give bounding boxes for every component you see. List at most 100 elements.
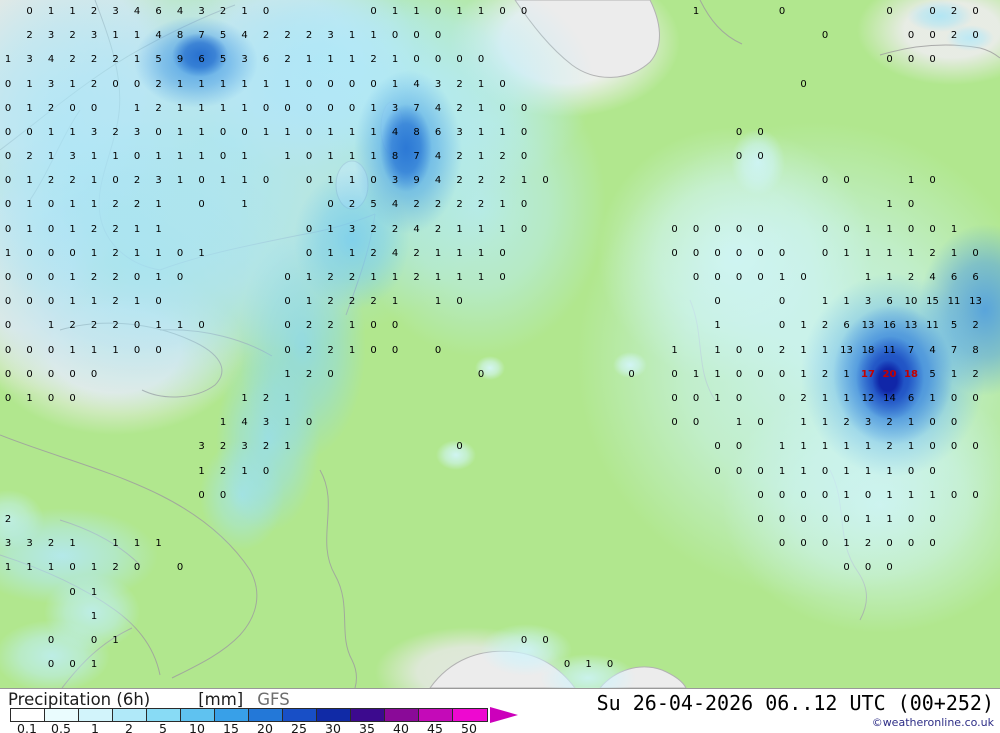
grid-value: 1 — [112, 151, 119, 162]
grid-value: 1 — [327, 127, 334, 138]
grid-value: 1 — [327, 224, 334, 235]
grid-value: 3 — [26, 54, 33, 65]
grid-value: 0 — [821, 514, 829, 525]
grid-value: 6 — [907, 393, 915, 404]
grid-value: 0 — [155, 296, 162, 307]
grid-value: 1 — [176, 79, 184, 90]
grid-value: 0 — [47, 345, 55, 356]
grid-value: 1 — [90, 611, 98, 622]
grid-value: 0 — [864, 490, 872, 501]
grid-value: 1 — [47, 6, 55, 17]
grid-value: 0 — [4, 79, 12, 90]
grid-value: 1 — [133, 30, 141, 41]
grid-value: 0 — [757, 272, 764, 283]
grid-value: 9 — [413, 175, 420, 186]
grid-value: 0 — [4, 151, 12, 162]
grid-value: 0 — [284, 320, 291, 331]
grid-value: 14 — [883, 393, 896, 404]
grid-value: 1 — [348, 54, 356, 65]
grid-value: 3 — [391, 175, 399, 186]
grid-value: 0 — [69, 369, 76, 380]
grid-value: 1 — [477, 79, 485, 90]
grid-value: 0 — [929, 441, 936, 452]
grid-value: 0 — [628, 369, 635, 380]
grid-value: 1 — [26, 103, 33, 114]
grid-value: 0 — [69, 562, 76, 573]
grid-value: 12 — [861, 393, 875, 404]
grid-value: 2 — [456, 199, 463, 210]
grid-value: 1 — [155, 272, 162, 283]
grid-value: 1 — [950, 224, 958, 235]
grid-value: 0 — [305, 417, 313, 428]
grid-value: 3 — [47, 79, 55, 90]
grid-value: 0 — [800, 490, 807, 501]
grid-value: 2 — [90, 6, 98, 17]
grid-value: 0 — [176, 562, 184, 573]
grid-value: 1 — [90, 587, 98, 598]
grid-value: 0 — [692, 417, 700, 428]
grid-value: 3 — [262, 417, 270, 428]
grid-value: 0 — [907, 30, 915, 41]
grid-value: 0 — [692, 393, 700, 404]
grid-value: 0 — [520, 103, 528, 114]
grid-value: 1 — [778, 466, 786, 477]
grid-value: 8 — [413, 127, 420, 138]
grid-value: 1 — [176, 127, 184, 138]
grid-value: 1 — [241, 79, 248, 90]
grid-value: 1 — [778, 441, 786, 452]
grid-value: 2 — [907, 272, 915, 283]
grid-value: 0 — [176, 272, 184, 283]
legend-model: GFS — [257, 690, 290, 709]
grid-value: 1 — [26, 224, 33, 235]
grid-value: 6 — [972, 272, 979, 283]
grid-value: 0 — [26, 369, 33, 380]
grid-value: 1 — [348, 175, 356, 186]
grid-value: 0 — [714, 224, 721, 235]
grid-value: 0 — [735, 369, 743, 380]
scale-label: 30 — [325, 721, 341, 733]
grid-value: 1 — [112, 345, 119, 356]
grid-value: 0 — [133, 345, 141, 356]
grid-value: 0 — [305, 79, 313, 90]
grid-value: 0 — [972, 30, 979, 41]
grid-value: 2 — [133, 175, 141, 186]
grid-value: 2 — [262, 393, 270, 404]
grid-value: 1 — [843, 393, 850, 404]
grid-value: 1 — [133, 224, 141, 235]
grid-value: 0 — [4, 320, 12, 331]
grid-value: 6 — [886, 296, 893, 307]
grid-value: 0 — [757, 417, 764, 428]
grid-value: 0 — [520, 199, 528, 210]
grid-value: 4 — [133, 6, 141, 17]
grid-value: 0 — [26, 296, 33, 307]
grid-value: 3 — [112, 6, 119, 17]
grid-value: 1 — [671, 345, 678, 356]
grid-value: 1 — [886, 199, 893, 210]
grid-value: 0 — [348, 103, 356, 114]
grid-value: 2 — [4, 514, 12, 525]
grid-value: 3 — [198, 441, 205, 452]
grid-value: 4 — [391, 199, 399, 210]
grid-value: 4 — [413, 224, 420, 235]
grid-value: 0 — [47, 248, 55, 259]
grid-value: 0 — [520, 224, 528, 235]
scale-segment — [215, 709, 249, 721]
grid-value: 0 — [499, 248, 506, 259]
scale-label: 25 — [291, 721, 307, 733]
grid-value: 1 — [520, 175, 528, 186]
grid-value: 0 — [671, 248, 678, 259]
grid-value: 2 — [434, 224, 442, 235]
grid-value: 0 — [4, 175, 12, 186]
grid-value: 0 — [26, 127, 33, 138]
grid-value: 0 — [520, 151, 528, 162]
grid-value: 0 — [133, 79, 141, 90]
grid-value: 1 — [155, 151, 162, 162]
grid-value: 0 — [284, 272, 291, 283]
grid-value: 4 — [47, 54, 55, 65]
grid-value: 1 — [477, 127, 485, 138]
grid-value: 2 — [456, 79, 463, 90]
grid-value: 2 — [821, 320, 829, 331]
grid-value: 1 — [198, 466, 205, 477]
grid-value: 3 — [456, 127, 463, 138]
